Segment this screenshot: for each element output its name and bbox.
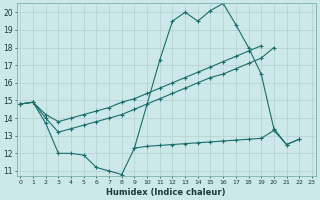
X-axis label: Humidex (Indice chaleur): Humidex (Indice chaleur) bbox=[106, 188, 226, 197]
